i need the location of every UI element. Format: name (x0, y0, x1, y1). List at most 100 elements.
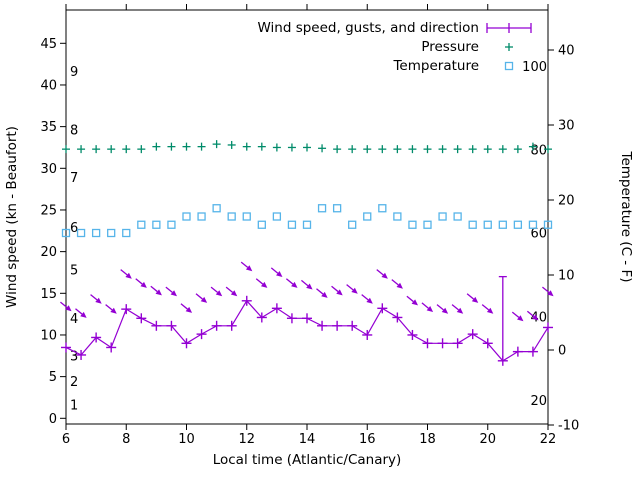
gust-direction-arrowhead (411, 299, 419, 306)
x-axis-title: Local time (Atlantic/Canary) (213, 452, 402, 468)
gust-direction-arrowhead (155, 289, 162, 296)
gust-direction-arrow (391, 279, 399, 286)
gust-direction-arrow (331, 285, 339, 293)
x-tick-label: 10 (178, 432, 195, 447)
gust-direction-arrowhead (200, 296, 208, 303)
gust-direction-arrow (376, 269, 384, 276)
y-left-tick-label: 45 (40, 37, 57, 52)
gust-direction-arrowhead (456, 307, 464, 314)
temperature-point (287, 220, 297, 229)
x-tick-label: 8 (122, 432, 130, 447)
y-right-tick-label: 0 (558, 344, 566, 359)
beaufort-label: 5 (70, 263, 78, 278)
gust-direction-arrowhead (276, 271, 283, 278)
gust-direction-arrow (60, 301, 68, 308)
x-tick-label: 18 (419, 432, 436, 447)
gust-direction-arrowhead (336, 289, 343, 296)
gust-direction-arrow (240, 261, 249, 268)
temperature-point (61, 228, 71, 238)
legend-square (504, 61, 514, 70)
temperature-point (483, 220, 492, 229)
gust-direction-arrowhead (291, 281, 298, 288)
temperature-point (423, 220, 432, 229)
beaufort-label: 6 (70, 221, 78, 236)
gust-direction-arrowhead (230, 290, 238, 297)
gust-direction-arrow (285, 278, 294, 285)
gust-direction-arrowhead (215, 290, 223, 297)
y-left-tick-label: 30 (40, 162, 57, 177)
y-right-tick-label: 20 (558, 194, 575, 209)
temperature-point (272, 212, 282, 221)
legend-row-temperature: Temperature (238, 56, 532, 75)
x-tick-label: 12 (238, 432, 255, 447)
temperature-point (91, 228, 101, 238)
gust-direction-arrowhead (441, 307, 449, 314)
gust-direction-arrow (346, 284, 354, 291)
legend-label-temperature: Temperature (393, 57, 479, 74)
beaufort-label: 1 (70, 398, 78, 413)
temperature-point (543, 220, 553, 229)
fahrenheit-label: 20 (530, 394, 547, 409)
gust-direction-arrowhead (65, 305, 72, 312)
x-tick-label: 22 (540, 432, 557, 447)
temperature-point (438, 212, 447, 221)
fahrenheit-label: 40 (530, 311, 547, 326)
temperature-point (302, 220, 312, 229)
beaufort-label: 7 (70, 171, 78, 186)
gust-direction-arrow (135, 278, 143, 285)
data-series (60, 140, 554, 366)
gust-direction-arrowhead (95, 297, 102, 304)
x-tick-label: 6 (62, 432, 70, 447)
x-tick-label: 14 (299, 432, 316, 447)
gust-direction-arrow (451, 304, 459, 311)
temperature-point (468, 220, 477, 229)
left-axis-title: Wind speed (kn - Beaufort) (4, 126, 20, 308)
legend-row-wind: Wind speed, gusts, and direction (238, 18, 532, 37)
gust-direction-arrow (436, 304, 444, 311)
temperature-point (242, 212, 251, 221)
gust-direction-arrow (180, 303, 188, 310)
gust-direction-arrow (316, 288, 324, 295)
temperature-point (167, 220, 176, 229)
gust-direction-arrow (120, 269, 128, 276)
temperature-point (453, 212, 462, 221)
temperature-point (378, 204, 387, 213)
axis-tick-labels: 6 8 10 12 14 16 18 20 22051015202530354045-10010… (40, 37, 579, 447)
beaufort-label: 2 (70, 375, 78, 390)
temperature-point (393, 212, 402, 221)
gust-direction-arrowhead (260, 281, 268, 288)
beaufort-label: 8 (70, 123, 78, 138)
temperature-point (212, 204, 221, 213)
wind-errorbar-sample-icon (486, 20, 532, 36)
gust-direction-arrowhead (381, 272, 388, 279)
gust-direction-arrow (195, 293, 203, 300)
gust-direction-arrowhead (110, 307, 117, 314)
gust-direction-arrow (466, 293, 475, 300)
right-axis-title: Temperature (C - F) (618, 151, 634, 283)
temperature-point (122, 228, 131, 238)
fahrenheit-label: 60 (530, 227, 547, 242)
gust-direction-arrow (210, 286, 218, 293)
gust-direction-arrow (361, 294, 369, 301)
gust-direction-arrow (511, 311, 520, 318)
temperature-point (152, 220, 161, 229)
beaufort-label: 4 (70, 312, 78, 327)
gust-direction-arrow (165, 286, 173, 293)
beaufort-label: 3 (70, 349, 78, 364)
y-left-tick-label: 25 (40, 203, 57, 218)
pressure-plus-sample-icon (486, 39, 532, 55)
gust-direction-arrowhead (306, 283, 313, 290)
legend-label-pressure: Pressure (421, 38, 479, 55)
y-right-tick-label: 30 (558, 119, 575, 134)
x-tick-label: 20 (479, 432, 496, 447)
temperature-point (257, 220, 266, 229)
temperature-point (408, 220, 417, 229)
temperature-point (348, 220, 357, 229)
gust-direction-arrowhead (396, 282, 403, 289)
legend-label-wind: Wind speed, gusts, and direction (257, 19, 479, 36)
temperature-point (363, 212, 372, 221)
gust-direction-arrowhead (517, 315, 524, 322)
temperature-point (227, 212, 236, 221)
